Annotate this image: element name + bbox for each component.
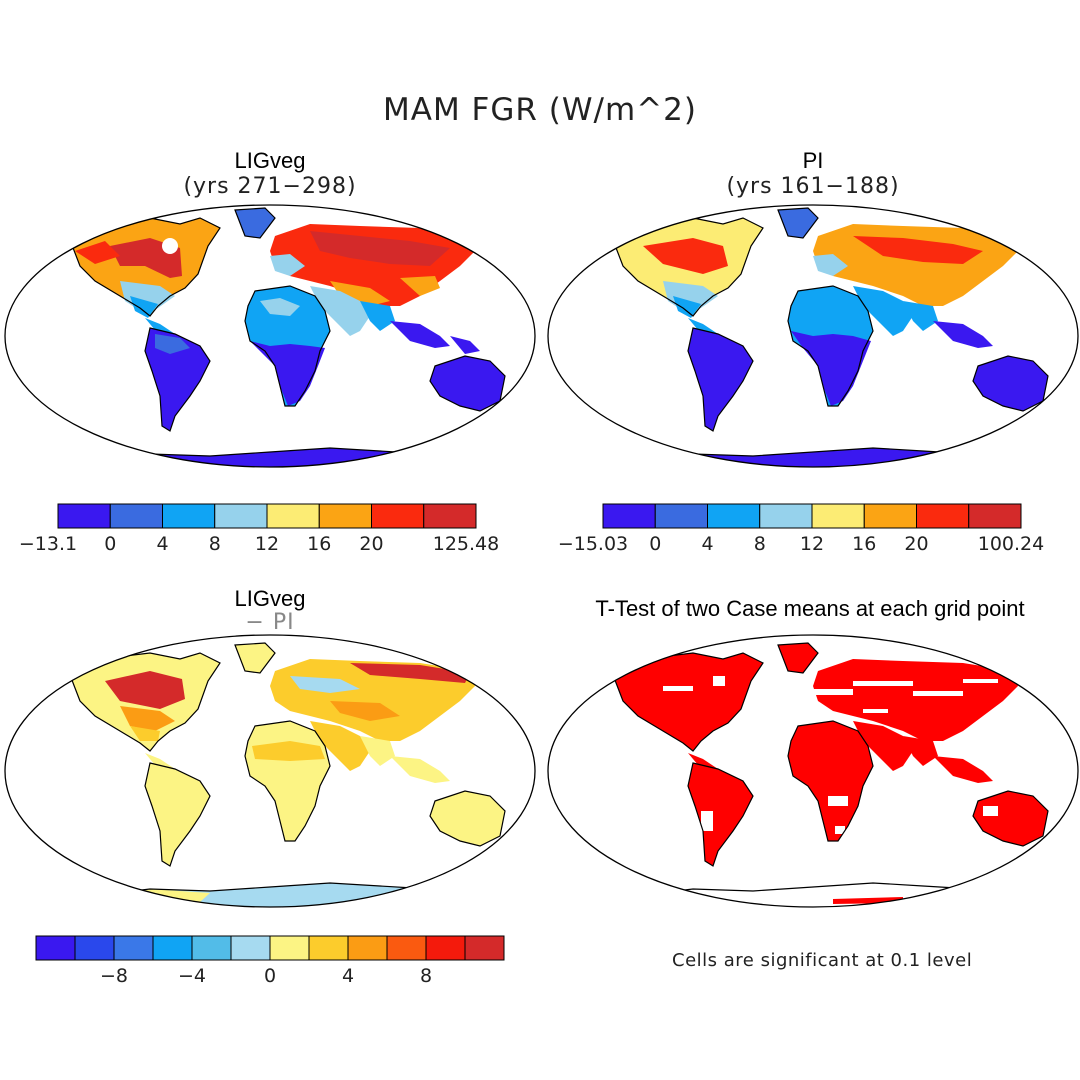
colorbar-label: 125.48: [433, 533, 499, 555]
colorbar-swatch: [162, 503, 216, 529]
colorbar-label: 0: [104, 533, 116, 555]
colorbar-swatch: [464, 935, 505, 961]
colorbar-label: 4: [156, 533, 168, 555]
colorbar-label: 8: [754, 533, 766, 555]
map-ttest-border: [547, 634, 1079, 908]
colorbar-swatch: [602, 503, 656, 529]
panel-diff-title: LIGveg: [234, 586, 306, 611]
panel-pi-title: PI: [802, 148, 824, 173]
colorbar-label: −15.03: [558, 533, 628, 555]
colorbar-label: 4: [701, 533, 713, 555]
colorbar-swatch: [35, 935, 76, 961]
map-pi-border: [547, 204, 1079, 468]
panel-ligveg-title: LIGveg: [234, 148, 306, 173]
colorbar-label: 20: [359, 533, 383, 555]
colorbar-swatch: [968, 503, 1022, 529]
colorbar-swatch: [811, 503, 865, 529]
colorbar-swatch: [109, 503, 163, 529]
colorbar-swatch: [347, 935, 388, 961]
panel-pi-subtitle: (yrs 161−188): [726, 174, 900, 199]
colorbar-swatch: [191, 935, 232, 961]
colorbar-swatch: [74, 935, 115, 961]
figure-title: MAM FGR (W/m^2): [383, 92, 697, 128]
panel-ttest-title: T-Test of two Case means at each grid po…: [595, 596, 1025, 621]
colorbar-swatch: [269, 935, 310, 961]
map-ligveg-border: [4, 204, 536, 468]
colorbar-label: 12: [800, 533, 824, 555]
colorbar-ligveg: −13.1 0 4 8 12 16 20 125.48: [19, 503, 499, 555]
panel-ttest-note: Cells are significant at 0.1 level: [672, 950, 973, 971]
map-diff-border: [4, 634, 536, 908]
colorbar-swatch: [759, 503, 813, 529]
panel-ligveg-subtitle: (yrs 271−298): [183, 174, 357, 199]
colorbar-swatch: [308, 935, 349, 961]
colorbar-label: 8: [209, 533, 221, 555]
colorbar-swatch: [916, 503, 970, 529]
colorbar-swatch: [214, 503, 268, 529]
map-diff: [30, 642, 510, 907]
colorbar-label: 4: [342, 965, 354, 987]
colorbar-label: −13.1: [19, 533, 77, 555]
colorbar-pi: −15.03 0 4 8 12 16 20 100.24: [558, 503, 1044, 555]
colorbar-swatch: [423, 503, 477, 529]
colorbar-swatch: [318, 503, 372, 529]
colorbar-swatch: [230, 935, 271, 961]
colorbar-swatch: [863, 503, 917, 529]
colorbar-swatch: [386, 935, 427, 961]
colorbar-swatch: [425, 935, 466, 961]
colorbar-label: 12: [255, 533, 279, 555]
colorbar-label: 20: [904, 533, 928, 555]
colorbar-label: 8: [420, 965, 432, 987]
map-ttest: [612, 642, 1049, 904]
colorbar-swatch: [654, 503, 708, 529]
colorbar-swatch: [371, 503, 425, 529]
colorbar-swatch: [57, 503, 111, 529]
colorbar-label: 16: [307, 533, 331, 555]
map-ligveg: [30, 207, 510, 467]
colorbar-label: −4: [178, 965, 206, 987]
colorbar-label: 0: [649, 533, 661, 555]
panel-diff-subtitle: − PI: [245, 610, 295, 635]
colorbar-swatch: [152, 935, 193, 961]
colorbar-label: −8: [100, 965, 128, 987]
colorbar-swatch: [113, 935, 154, 961]
colorbar-diff: −8 −4 0 4 8: [35, 935, 505, 987]
colorbar-swatch: [266, 503, 320, 529]
colorbar-label: 16: [852, 533, 876, 555]
colorbar-swatch: [707, 503, 761, 529]
colorbar-label: 100.24: [978, 533, 1044, 555]
colorbar-label: 0: [264, 965, 276, 987]
map-pi: [573, 207, 1053, 467]
